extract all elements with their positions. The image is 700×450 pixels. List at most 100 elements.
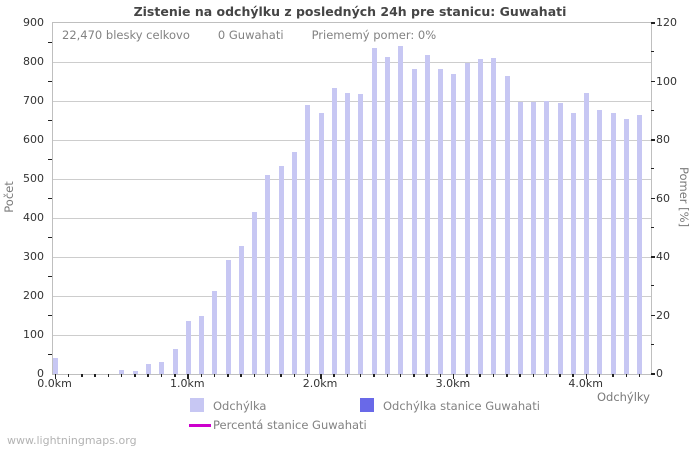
y-axis-minor-tick — [48, 314, 52, 316]
y2-axis-minor-tick — [651, 226, 654, 228]
x-axis-minor-tick — [532, 374, 535, 377]
x-axis-minor-tick — [519, 374, 521, 377]
legend-line-station-percent — [189, 424, 211, 427]
legend-label-deviation: Odchýlka — [213, 399, 267, 413]
x-axis-minor-tick — [386, 374, 388, 377]
x-axis-minor-tick — [266, 374, 269, 377]
bar-deviation — [265, 175, 271, 374]
x-axis-minor-tick — [373, 374, 375, 377]
x-axis-minor-tick — [346, 374, 349, 377]
bar-deviation — [331, 88, 337, 374]
bar-deviation — [411, 68, 417, 374]
y-axis-minor-tick — [48, 353, 52, 355]
x-axis-minor-tick — [439, 374, 442, 377]
gridline — [53, 296, 651, 297]
gridline — [53, 257, 651, 258]
y2-axis-tick-label: 40 — [656, 250, 670, 263]
y2-axis-tick — [651, 256, 655, 258]
y2-axis-tick-label: 100 — [656, 74, 677, 88]
y2-axis-tick — [651, 22, 655, 24]
bar-deviation — [292, 152, 298, 374]
bar-deviation — [345, 93, 351, 374]
chart-title: Zistenie na odchýlku z posledných 24h pr… — [133, 4, 567, 19]
x-axis-minor-tick — [200, 374, 203, 377]
x-axis-minor-tick — [399, 374, 402, 377]
y2-axis-minor-tick — [651, 168, 654, 170]
x-axis-minor-tick — [174, 374, 176, 377]
bar-deviation — [624, 119, 630, 374]
x-axis-minor-tick — [227, 374, 229, 377]
x-axis-minor-tick — [638, 374, 641, 377]
x-axis-major-tick — [187, 374, 189, 379]
y2-axis-tick — [651, 80, 655, 82]
bar-deviation — [278, 166, 284, 374]
x-axis-minor-tick — [506, 374, 508, 377]
x-axis-minor-tick — [426, 374, 428, 377]
x-axis-minor-tick — [333, 374, 335, 377]
y-axis-minor-tick — [48, 158, 52, 160]
bar-deviation — [637, 114, 643, 374]
y2-axis-tick-label: 20 — [656, 308, 670, 322]
y-axis-minor-tick — [48, 80, 52, 82]
x-axis-minor-tick — [67, 374, 70, 377]
x-axis-tick-label: 4.0km — [568, 377, 603, 390]
x-axis-minor-tick — [479, 374, 481, 377]
x-axis-minor-tick — [81, 374, 83, 377]
bar-deviation — [610, 112, 616, 374]
bar-deviation — [172, 349, 178, 374]
bar-deviation — [557, 102, 563, 374]
x-axis-minor-tick — [293, 374, 296, 377]
y2-axis-tick — [651, 197, 655, 199]
bar-deviation — [491, 58, 497, 374]
bar-deviation — [238, 246, 244, 374]
y-axis-minor-tick — [48, 236, 52, 238]
legend-swatch-station-deviation — [360, 398, 374, 412]
x-axis-major-tick — [452, 374, 455, 379]
stats-row: 22,470 blesky celkovo 0 Guwahati Priememý … — [62, 28, 464, 42]
x-axis-minor-tick — [240, 374, 242, 377]
y2-axis-tick — [651, 139, 655, 141]
y-axis-minor-tick — [48, 41, 52, 43]
bar-deviation — [252, 212, 258, 374]
bar-deviation — [451, 74, 457, 374]
x-axis-minor-tick — [213, 374, 216, 377]
x-axis-minor-tick — [134, 374, 136, 377]
y-axis-minor-tick — [48, 197, 52, 199]
x-axis-minor-tick — [253, 374, 256, 377]
gridline — [53, 62, 651, 63]
bar-deviation — [597, 110, 603, 374]
x-axis-tick-label: 0.0km — [37, 377, 72, 390]
bar-deviation — [438, 68, 444, 374]
y2-axis-tick-label: 60 — [656, 191, 670, 205]
x-axis-major-tick — [54, 374, 56, 379]
stat-total-strikes: 22,470 blesky celkovo — [62, 28, 190, 42]
bar-deviation — [544, 101, 550, 374]
bar-deviation — [531, 101, 537, 374]
bar-deviation — [424, 54, 430, 374]
legend-label-station-deviation: Odchýlka stanice Guwahati — [383, 399, 540, 413]
bar-deviation — [318, 112, 324, 374]
x-axis-minor-tick — [572, 374, 574, 377]
y-axis-tick-label: 800 — [23, 55, 44, 68]
stat-station-strikes: 0 Guwahati — [217, 28, 284, 42]
y2-axis-tick-label: 80 — [656, 133, 670, 146]
y-axis-tick-label: 600 — [23, 133, 44, 146]
y-axis-tick-label: 400 — [23, 211, 44, 224]
bar-deviation — [212, 291, 218, 374]
y-axis-tick-label: 500 — [23, 172, 44, 185]
bar-deviation — [371, 48, 377, 374]
x-axis-minor-tick — [359, 374, 362, 377]
x-axis-major-tick — [320, 374, 322, 379]
y-axis-tick-label: 200 — [23, 289, 44, 302]
x-axis-minor-tick — [147, 374, 149, 377]
y-axis-tick-label: 100 — [23, 328, 44, 341]
x-axis-tick-label: 3.0km — [435, 377, 471, 390]
bar-deviation — [199, 316, 205, 374]
gridline — [53, 218, 651, 219]
bar-deviation — [358, 93, 364, 374]
site-watermark: www.lightningmaps.org — [7, 434, 137, 447]
x-axis-minor-tick — [625, 374, 628, 377]
bar-deviation — [504, 76, 510, 374]
stat-average-ratio: Priememý pomer: 0% — [311, 28, 437, 42]
